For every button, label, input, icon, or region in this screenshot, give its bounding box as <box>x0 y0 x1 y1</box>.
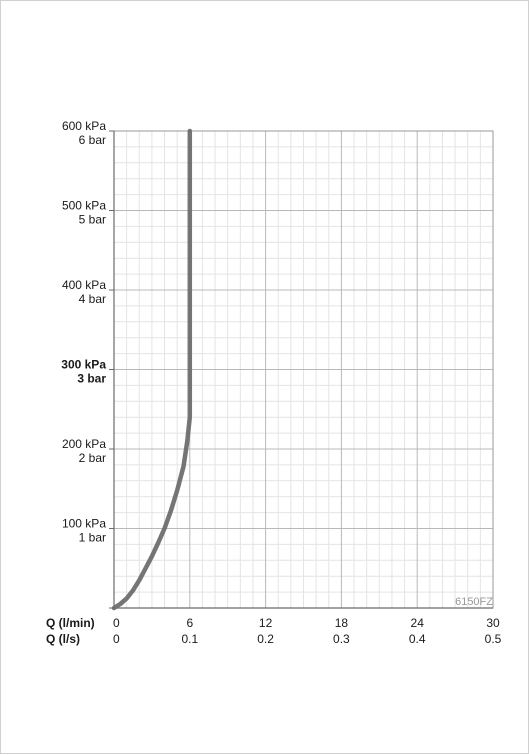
y-tick-label-kpa: 300 kPa <box>61 358 106 372</box>
x-axis-title-ls: Q (l/s) <box>46 632 80 646</box>
y-tick-label-bar: 3 bar <box>77 372 106 386</box>
y-tick-label-bar: 2 bar <box>79 451 106 465</box>
model-label: 6150FZ <box>455 596 493 608</box>
x-tick-label-ls: 0.1 <box>181 632 198 646</box>
x-tick-label-ls: 0.4 <box>409 632 426 646</box>
y-tick-label-kpa: 600 kPa <box>62 119 106 133</box>
x-tick-label-ls: 0.3 <box>333 632 350 646</box>
y-tick-label-kpa: 200 kPa <box>62 437 106 451</box>
x-axis-labels: 0 0 6 0.1 12 0.2 18 0.3 24 0.4 30 0.5 <box>113 616 502 646</box>
x-tick-label-ls: 0.5 <box>485 632 502 646</box>
x-tick-label-ls: 0 <box>113 632 120 646</box>
y-tick-label-bar: 5 bar <box>79 213 106 227</box>
plot-frame <box>109 130 494 609</box>
x-tick-label-lmin: 24 <box>411 616 425 630</box>
y-tick-label-kpa: 500 kPa <box>62 199 106 213</box>
x-tick-label-lmin: 0 <box>113 616 120 630</box>
x-axis-title-lmin: Q (l/min) <box>46 616 95 630</box>
x-tick-label-lmin: 30 <box>486 616 500 630</box>
curve-layer <box>111 128 193 611</box>
x-tick-label-lmin: 18 <box>335 616 349 630</box>
y-tick-label-bar: 6 bar <box>79 133 106 147</box>
x-tick-label-ls: 0.2 <box>257 632 274 646</box>
y-tick-label-kpa: 100 kPa <box>62 517 106 531</box>
x-tick-label-lmin: 12 <box>259 616 273 630</box>
series-line <box>111 128 193 611</box>
x-tick-label-lmin: 6 <box>186 616 193 630</box>
y-tick-label-bar: 1 bar <box>79 531 106 545</box>
y-tick-label-bar: 4 bar <box>79 292 106 306</box>
y-tick-label-kpa: 400 kPa <box>62 278 106 292</box>
